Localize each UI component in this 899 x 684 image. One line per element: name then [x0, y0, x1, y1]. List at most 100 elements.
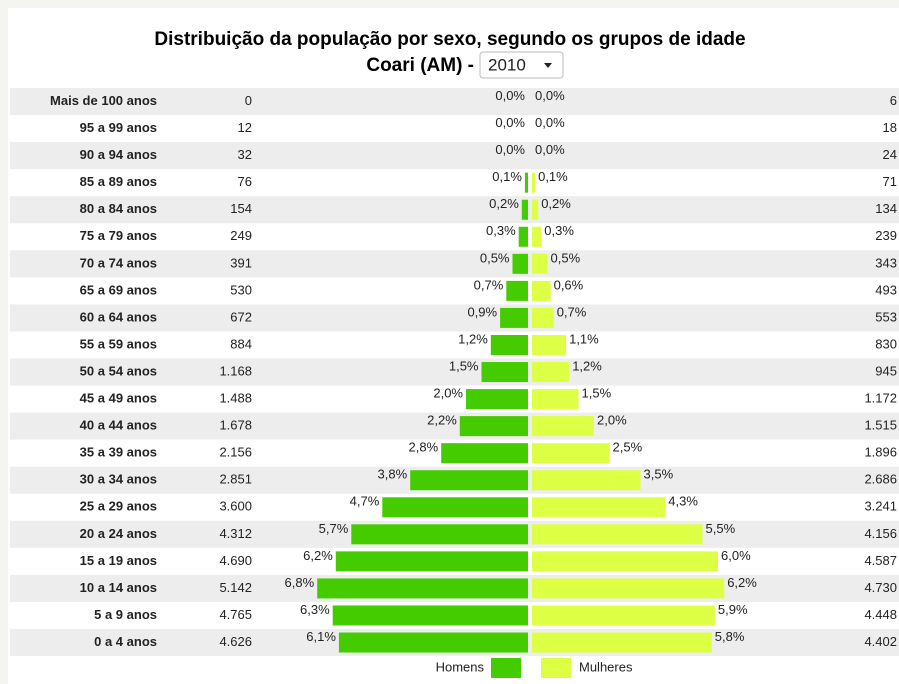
category-label: 25 a 29 anos	[80, 499, 157, 514]
year-select[interactable]: 2010	[479, 51, 564, 79]
count-label: 24	[883, 147, 897, 162]
value-label: 0,0%	[495, 115, 525, 130]
value-label: 0,3%	[544, 223, 574, 238]
category-label: Mais de 100 anos	[50, 93, 157, 108]
category-label: 35 a 39 anos	[80, 445, 157, 460]
category-label: 65 a 69 anos	[80, 282, 157, 297]
category-label: 45 a 49 anos	[80, 391, 157, 406]
value-label: 3,8%	[378, 467, 408, 482]
bar	[490, 334, 528, 355]
value-label: 5,7%	[319, 521, 349, 536]
category-label: 60 a 64 anos	[80, 309, 157, 324]
count-label: 391	[230, 255, 252, 270]
bar	[521, 199, 528, 220]
bar	[532, 307, 554, 328]
bar	[532, 172, 536, 193]
bar	[532, 632, 712, 653]
bar	[524, 172, 528, 193]
bar	[441, 443, 528, 464]
value-label: 2,8%	[409, 440, 439, 455]
bar	[532, 334, 567, 355]
row-band	[10, 142, 899, 170]
category-label: 5 a 9 anos	[94, 607, 157, 622]
count-label: 884	[230, 336, 252, 351]
count-label: 4.156	[864, 526, 897, 541]
value-label: 2,2%	[427, 413, 457, 428]
count-label: 4.626	[219, 634, 252, 649]
count-label: 2.686	[864, 472, 897, 487]
value-label: 6,2%	[303, 548, 333, 563]
count-label: 553	[875, 309, 897, 324]
count-label: 71	[883, 174, 897, 189]
select-arrow[interactable]	[544, 63, 552, 68]
chart-subtitle: Coari (AM) -	[366, 55, 474, 76]
bar	[481, 362, 528, 383]
bar	[532, 280, 551, 301]
count-label: 5.142	[219, 580, 252, 595]
chart-title: Distribuição da população por sexo, segu…	[154, 29, 745, 50]
bar	[532, 551, 718, 572]
value-label: 0,9%	[467, 304, 497, 319]
value-label: 0,3%	[486, 223, 516, 238]
count-label: 134	[875, 201, 897, 216]
row-band	[10, 196, 899, 224]
category-label: 40 a 44 anos	[80, 418, 157, 433]
count-label: 4.765	[219, 607, 252, 622]
count-label: 4.402	[864, 634, 897, 649]
count-label: 239	[875, 228, 897, 243]
category-label: 55 a 59 anos	[80, 336, 157, 351]
bar	[332, 605, 528, 626]
count-label: 343	[875, 255, 897, 270]
row-band	[10, 358, 899, 386]
value-label: 0,0%	[495, 142, 525, 157]
category-label: 15 a 19 anos	[80, 553, 157, 568]
category-label: 0 a 4 anos	[94, 634, 157, 649]
count-label: 6	[890, 93, 897, 108]
value-label: 0,5%	[480, 250, 510, 265]
bar	[410, 470, 528, 491]
count-label: 1.678	[219, 418, 252, 433]
value-label: 0,0%	[535, 88, 565, 103]
legend-swatch	[491, 658, 521, 678]
value-label: 1,5%	[582, 386, 612, 401]
count-label: 4.448	[864, 607, 897, 622]
bar	[532, 497, 666, 518]
count-label: 672	[230, 309, 252, 324]
value-label: 2,5%	[613, 440, 643, 455]
count-label: 2.156	[219, 445, 252, 460]
value-label: 5,5%	[706, 521, 736, 536]
bar	[466, 389, 528, 410]
legend-label: Mulheres	[579, 659, 633, 674]
category-label: 80 a 84 anos	[80, 201, 157, 216]
value-label: 4,3%	[668, 494, 698, 509]
bar	[532, 470, 641, 491]
bar	[512, 253, 528, 274]
row-band	[10, 412, 899, 440]
value-label: 1,2%	[458, 331, 488, 346]
count-label: 18	[883, 120, 897, 135]
bar	[532, 389, 579, 410]
count-label: 3.600	[219, 499, 252, 514]
row-band	[10, 250, 899, 278]
count-label: 1.515	[864, 418, 897, 433]
count-label: 4.730	[864, 580, 897, 595]
value-label: 1,2%	[572, 358, 602, 373]
value-label: 0,0%	[535, 115, 565, 130]
value-label: 6,0%	[721, 548, 751, 563]
bar	[532, 362, 570, 383]
legend-label: Homens	[436, 659, 485, 674]
count-label: 4.690	[219, 553, 252, 568]
select-value[interactable]: 2010	[488, 55, 526, 74]
value-label: 2,0%	[597, 413, 627, 428]
value-label: 0,2%	[489, 196, 519, 211]
select-box[interactable]	[479, 51, 564, 79]
value-label: 0,0%	[535, 142, 565, 157]
count-label: 945	[875, 363, 897, 378]
value-label: 1,5%	[449, 358, 479, 373]
count-label: 4.312	[219, 526, 252, 541]
bar	[335, 551, 528, 572]
count-label: 4.587	[864, 553, 897, 568]
count-label: 0	[245, 93, 252, 108]
row-band	[10, 88, 899, 116]
legend-swatch	[541, 658, 571, 678]
